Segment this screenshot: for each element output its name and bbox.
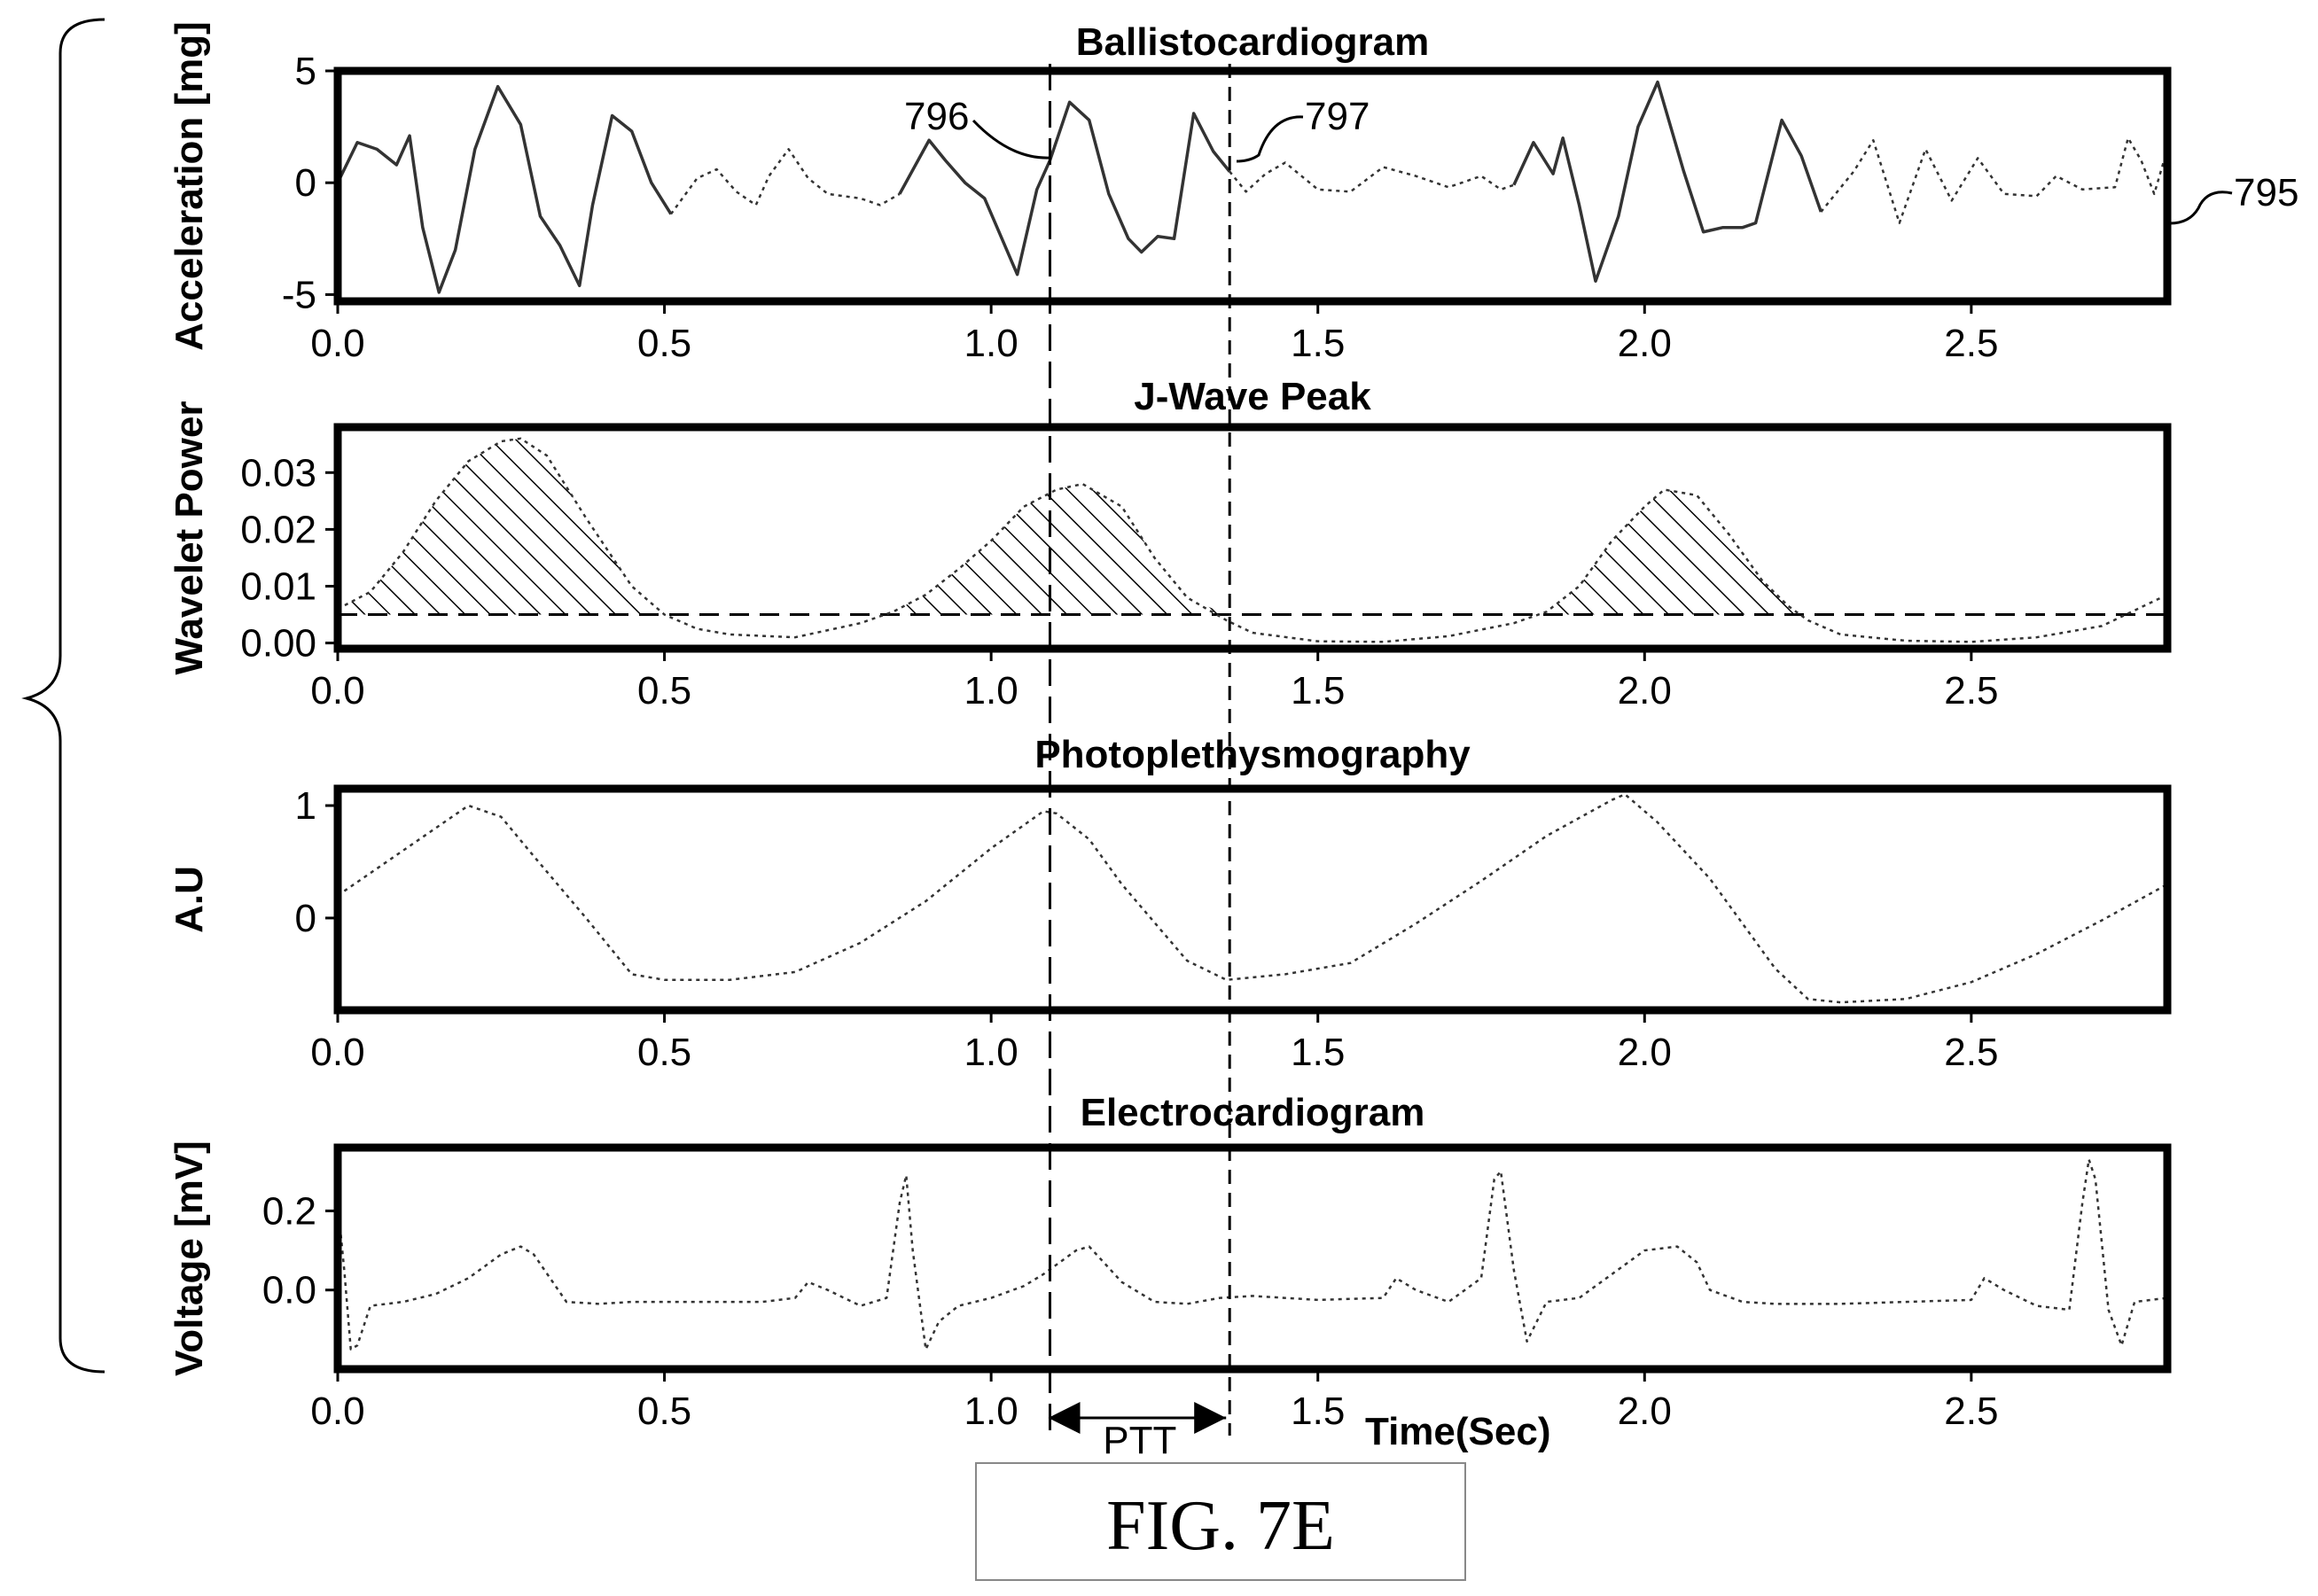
hatched-peak-region <box>1546 489 1808 615</box>
j-wave-peak-ytick-label: 0.02 <box>240 508 316 551</box>
ballistocardiogram-ytick-label: 5 <box>295 50 316 93</box>
ref-796: 796 <box>904 95 1051 160</box>
ballistocardiogram-xtick-label: 1.0 <box>964 322 1019 365</box>
hatched-peak-region <box>893 484 1227 615</box>
photoplethysmography-ytick-label: 1 <box>295 784 316 828</box>
j-wave-peak-xtick-label: 1.0 <box>964 669 1019 712</box>
photoplethysmography-title: Photoplethysmography <box>1034 733 1471 776</box>
hatched-peak-region <box>338 438 665 615</box>
ballistocardiogram-series-line <box>898 100 1231 276</box>
photoplethysmography-xtick-label: 1.0 <box>964 1031 1019 1074</box>
ballistocardiogram-xtick-label: 0.0 <box>310 322 364 365</box>
electrocardiogram-xtick-label: 2.5 <box>1944 1390 1998 1433</box>
ballistocardiogram-ytick-label: 0 <box>295 161 316 205</box>
ballistocardiogram-panel: Ballistocardiogram Acceleration [mg] 5 0 -5 0… <box>168 20 2172 365</box>
j-wave-peak-ytick-label: 0.03 <box>240 451 316 494</box>
ptt-annotation: PTT <box>1048 1402 1227 1462</box>
ballistocardiogram-series-line <box>1512 80 1822 284</box>
electrocardiogram-xtick-label: 1.5 <box>1291 1390 1345 1433</box>
ref-label-796: 796 <box>904 95 969 138</box>
electrocardiogram-title: Electrocardiogram <box>1081 1091 1425 1134</box>
electrocardiogram-panel: Electrocardiogram Voltage [mV] 0.2 0.0 0.0 0.… <box>168 1091 2172 1433</box>
ballistocardiogram-xtick-label: 0.5 <box>637 322 691 365</box>
photoplethysmography-xtick-label: 2.0 <box>1618 1031 1672 1074</box>
electrocardiogram-xtick-label: 2.0 <box>1618 1390 1672 1433</box>
electrocardiogram-plot-area <box>338 1158 2167 1351</box>
photoplethysmography-panel: Photoplethysmography A.U 1 0 0.0 0.5 1.0 1.5 2.0… <box>168 733 2172 1074</box>
electrocardiogram-xtick-label: 0.5 <box>637 1390 691 1433</box>
electrocardiogram-series-line <box>338 1158 2167 1351</box>
j-wave-peak-xtick-label: 2.5 <box>1944 669 1998 712</box>
figure-caption: FIG. 7E <box>975 1462 1466 1581</box>
j-wave-peak-title: J-Wave Peak <box>1134 375 1371 418</box>
grouping-brace <box>21 18 105 1374</box>
electrocardiogram-xtick-label: 0.0 <box>310 1390 364 1433</box>
ballistocardiogram-plot-area <box>338 80 2167 294</box>
ballistocardiogram-xtick-label: 2.0 <box>1618 322 1672 365</box>
photoplethysmography-xtick-label: 2.5 <box>1944 1031 1998 1074</box>
ballistocardiogram-frame <box>333 66 2172 306</box>
j-wave-peak-xtick-label: 0.0 <box>310 669 364 712</box>
ref-label-797: 797 <box>1305 95 1370 138</box>
ballistocardiogram-series-line <box>669 148 901 215</box>
ballistocardiogram-series-line <box>1229 161 1515 193</box>
ptt-markers <box>1048 64 1231 1436</box>
electrocardiogram-frame <box>333 1143 2172 1374</box>
ref-797: 797 <box>1236 95 1370 163</box>
photoplethysmography-plot-area <box>338 793 2167 1004</box>
j-wave-peak-ytick-label: 0.00 <box>240 622 316 666</box>
ref-label-795: 795 <box>2234 171 2298 214</box>
electrocardiogram-xtick-label: 1.0 <box>964 1390 1019 1433</box>
photoplethysmography-xtick-label: 0.5 <box>637 1031 691 1074</box>
photoplethysmography-ytick-label: 0 <box>295 897 316 940</box>
j-wave-peak-xtick-label: 2.0 <box>1618 669 1672 712</box>
j-wave-peak-frame <box>333 423 2172 653</box>
photoplethysmography-y-label: A.U <box>168 866 211 933</box>
ref-795: 795 <box>2169 171 2298 225</box>
j-wave-peak-series-line <box>338 437 2167 643</box>
electrocardiogram-ytick-label: 0.0 <box>262 1269 316 1312</box>
electrocardiogram-y-label: Voltage [mV] <box>168 1141 211 1376</box>
j-wave-peak-xtick-label: 0.5 <box>637 669 691 712</box>
photoplethysmography-xtick-label: 0.0 <box>310 1031 364 1074</box>
photoplethysmography-xtick-label: 1.5 <box>1291 1031 1345 1074</box>
ballistocardiogram-xtick-label: 2.5 <box>1944 322 1998 365</box>
electrocardiogram-ytick-label: 0.2 <box>262 1189 316 1233</box>
j-wave-peak-xtick-label: 1.5 <box>1291 669 1345 712</box>
ptt-label: PTT <box>1103 1419 1176 1462</box>
ballistocardiogram-series-line <box>338 84 673 294</box>
caption-text: FIG. 7E <box>1106 1487 1335 1565</box>
ballistocardiogram-ytick-label: -5 <box>282 273 316 316</box>
j-wave-peak-ytick-label: 0.01 <box>240 564 316 608</box>
photoplethysmography-frame <box>333 784 2172 1015</box>
j-wave-peak-y-label: Wavelet Power <box>168 401 211 675</box>
photoplethysmography-series-line <box>338 793 2167 1004</box>
ballistocardiogram-title: Ballistocardiogram <box>1076 20 1430 64</box>
j-wave-peak-plot-area <box>338 437 2167 643</box>
x-axis-label: Time(Sec) <box>1365 1410 1551 1453</box>
ballistocardiogram-y-label: Acceleration [mg] <box>168 21 211 351</box>
ballistocardiogram-xtick-label: 1.5 <box>1291 322 1345 365</box>
ballistocardiogram-series-line <box>1820 136 2167 224</box>
